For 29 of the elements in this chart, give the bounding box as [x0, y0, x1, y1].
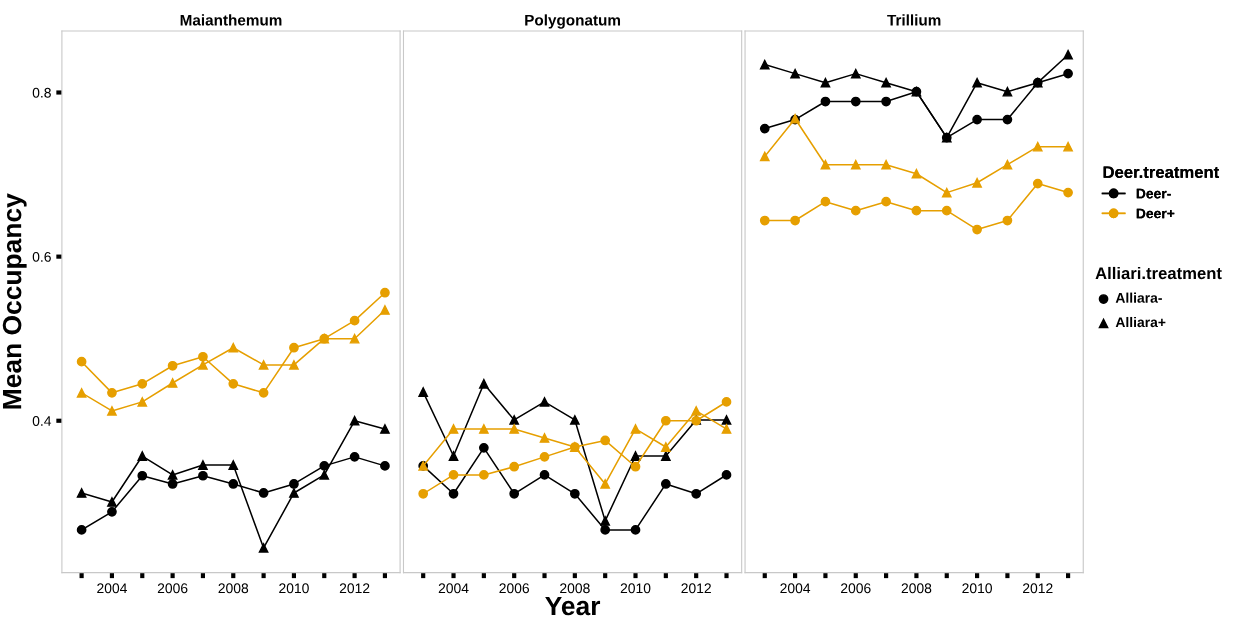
chart-title: Maianthemum	[180, 14, 282, 26]
x-tick-label: 2010	[620, 583, 651, 594]
y-tick-label: 0.4	[32, 416, 52, 426]
chart-title: Polygonatum	[525, 14, 621, 29]
text: Alliara-	[1115, 292, 1162, 303]
legend-label: Deer+	[1136, 208, 1175, 219]
text: Alliara+	[1115, 316, 1166, 328]
x-tick-label: 2010	[279, 583, 309, 594]
text: Deer.treatment	[1103, 166, 1220, 179]
y-tick-label: 0.6	[32, 251, 51, 262]
x-tick-label: 2004	[438, 583, 469, 594]
legend-label: Deer-	[1136, 188, 1171, 199]
x-tick-label: 2006	[499, 583, 530, 594]
x-tick-label: 2008	[560, 583, 590, 594]
x-tick-label: 2012	[339, 583, 370, 594]
x-tick-label: 2006	[841, 583, 871, 594]
text: Alliari.treatment	[1095, 266, 1222, 280]
x-tick-label: 2006	[157, 583, 188, 594]
x-tick-label: 2004	[780, 583, 811, 594]
x-tick-label: 2010	[962, 583, 992, 594]
x-tick-label: 2012	[1023, 583, 1053, 594]
x-axis-title: Year	[545, 596, 601, 616]
x-tick-label: 2012	[681, 583, 711, 594]
x-tick-label: 2008	[218, 583, 249, 594]
y-tick-label: 0.8	[32, 87, 51, 98]
x-tick-label: 2008	[901, 583, 932, 594]
x-tick-label: 2004	[97, 583, 127, 594]
y-axis-title: Mean Occupancy	[2, 193, 27, 409]
chart-title: Trillium	[887, 14, 941, 26]
